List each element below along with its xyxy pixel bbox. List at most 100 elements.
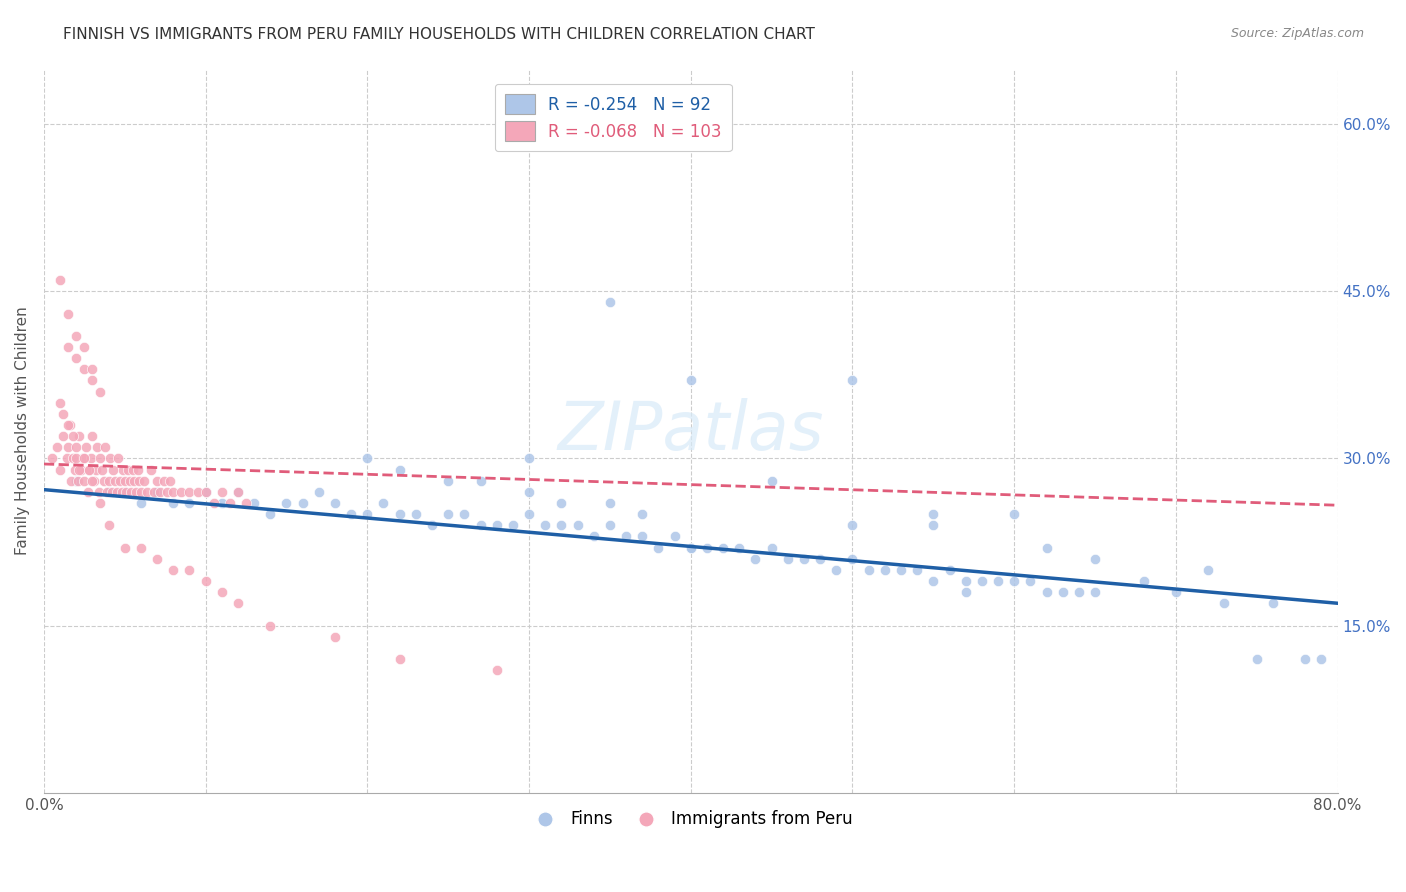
Point [89, 384, 111, 399]
Point [179, 484, 201, 499]
Point [127, 462, 149, 476]
Point [77, 462, 100, 476]
Point [91, 462, 114, 476]
Point [938, 563, 960, 577]
Point [65, 440, 87, 454]
Point [1310, 652, 1333, 666]
Point [599, 295, 621, 310]
Point [356, 507, 378, 521]
Y-axis label: Family Households with Children: Family Households with Children [15, 306, 30, 555]
Point [82, 362, 104, 376]
Point [437, 474, 460, 488]
Point [121, 462, 143, 476]
Point [517, 484, 540, 499]
Point [485, 663, 508, 677]
Point [405, 507, 427, 521]
Point [124, 474, 146, 488]
Point [56, 307, 79, 321]
Point [211, 484, 233, 499]
Point [259, 507, 281, 521]
Point [98, 451, 121, 466]
Point [73, 362, 96, 376]
Point [73, 340, 96, 354]
Point [582, 529, 605, 543]
Point [146, 551, 169, 566]
Point [65, 351, 87, 366]
Point [89, 496, 111, 510]
Point [118, 474, 141, 488]
Point [1067, 585, 1090, 599]
Point [276, 496, 298, 510]
Point [77, 462, 100, 476]
Point [82, 429, 104, 443]
Point [340, 507, 363, 521]
Point [62, 451, 84, 466]
Point [356, 451, 378, 466]
Point [52, 407, 75, 421]
Point [470, 518, 492, 533]
Point [114, 541, 136, 555]
Point [550, 518, 572, 533]
Point [243, 496, 266, 510]
Point [108, 474, 131, 488]
Point [134, 474, 156, 488]
Point [49, 462, 72, 476]
Point [1019, 574, 1042, 588]
Point [96, 484, 118, 499]
Point [110, 484, 132, 499]
Point [59, 417, 82, 432]
Point [437, 507, 460, 521]
Point [125, 484, 148, 499]
Point [420, 518, 443, 533]
Text: ZIPatlas: ZIPatlas [558, 398, 824, 464]
Point [86, 440, 108, 454]
Point [82, 474, 104, 488]
Point [502, 518, 524, 533]
Point [162, 484, 184, 499]
Point [89, 451, 111, 466]
Point [761, 541, 783, 555]
Point [62, 429, 84, 443]
Point [1246, 652, 1268, 666]
Point [94, 440, 117, 454]
Point [107, 451, 129, 466]
Point [218, 496, 240, 510]
Point [1035, 585, 1057, 599]
Point [97, 518, 120, 533]
Point [49, 395, 72, 409]
Point [194, 484, 217, 499]
Point [65, 329, 87, 343]
Point [55, 451, 77, 466]
Point [599, 518, 621, 533]
Point [129, 496, 152, 510]
Point [120, 484, 142, 499]
Point [679, 541, 702, 555]
Point [679, 374, 702, 388]
Point [1213, 596, 1236, 610]
Point [744, 551, 766, 566]
Point [373, 496, 395, 510]
Point [73, 474, 96, 488]
Point [101, 484, 124, 499]
Point [114, 484, 136, 499]
Point [955, 574, 977, 588]
Point [136, 484, 159, 499]
Point [66, 474, 89, 488]
Point [129, 484, 152, 499]
Point [105, 484, 128, 499]
Point [226, 484, 249, 499]
Point [1084, 551, 1107, 566]
Point [1261, 596, 1284, 610]
Text: FINNISH VS IMMIGRANTS FROM PERU FAMILY HOUSEHOLDS WITH CHILDREN CORRELATION CHAR: FINNISH VS IMMIGRANTS FROM PERU FAMILY H… [63, 27, 815, 42]
Point [211, 585, 233, 599]
Point [388, 462, 411, 476]
Point [226, 596, 249, 610]
Point [103, 462, 125, 476]
Point [162, 563, 184, 577]
Point [1294, 652, 1316, 666]
Point [97, 484, 120, 499]
Point [149, 484, 172, 499]
Point [112, 462, 135, 476]
Point [52, 429, 75, 443]
Point [129, 541, 152, 555]
